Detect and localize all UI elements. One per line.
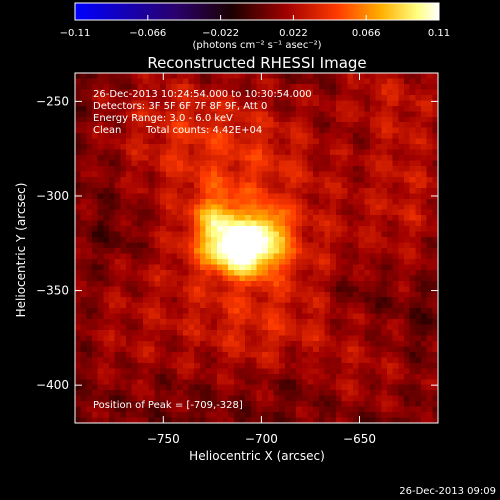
colorbar-tick-label: 0.066 xyxy=(352,28,381,39)
colorbar-tick-label: −0.066 xyxy=(129,28,166,39)
colorbar-frame xyxy=(74,2,440,21)
colorbar-ticks: −0.11 −0.066 −0.022 0.022 0.066 0.11 xyxy=(60,15,450,39)
y-tick-label: −350 xyxy=(36,284,69,298)
y-tick-label: −250 xyxy=(36,94,69,108)
colorbar-tick-label: −0.022 xyxy=(202,28,239,39)
plot-frame xyxy=(74,72,439,424)
image-panel: −750 −700 −650 −250 −300 −350 −400 xyxy=(36,72,439,446)
x-axis-ticks: −750 −700 −650 xyxy=(147,73,376,446)
y-axis-label: Heliocentric Y (arcsec) xyxy=(14,183,28,318)
heatmap-image xyxy=(75,73,438,423)
x-tick-label: −650 xyxy=(343,432,376,446)
colorbar-tick-label: −0.11 xyxy=(60,28,91,39)
x-tick-label: −750 xyxy=(147,432,180,446)
colorbar: −0.11 −0.066 −0.022 0.022 0.066 0.11 (photons… xyxy=(60,2,450,51)
annotation-clean: Clean xyxy=(93,125,121,136)
footer-timestamp: 26-Dec-2013 09:09 xyxy=(399,486,496,497)
colorbar-gradient xyxy=(75,3,439,20)
y-tick-label: −300 xyxy=(36,189,69,203)
colorbar-tick-label: 0.022 xyxy=(279,28,308,39)
annotation-time-range: 26-Dec-2013 10:24:54.000 to 10:30:54.000 xyxy=(93,89,312,100)
y-axis-ticks: −250 −300 −350 −400 xyxy=(36,94,438,392)
annotation-energy-range: Energy Range: 3.0 - 6.0 keV xyxy=(93,113,233,124)
chart-title: Reconstructed RHESSI Image xyxy=(147,54,366,72)
x-axis-label: Heliocentric X (arcsec) xyxy=(189,449,325,463)
peak-position-label: Position of Peak = [-709,-328] xyxy=(93,400,243,411)
colorbar-tick-label: 0.11 xyxy=(428,28,450,39)
annotation-total-counts: Total counts: 4.42E+04 xyxy=(145,125,262,136)
x-tick-label: −700 xyxy=(245,432,278,446)
annotations: 26-Dec-2013 10:24:54.000 to 10:30:54.000… xyxy=(93,89,312,411)
y-tick-label: −400 xyxy=(36,378,69,392)
colorbar-units: (photons cm⁻² s⁻¹ asec⁻²) xyxy=(192,40,321,51)
annotation-detectors: Detectors: 3F 5F 6F 7F 8F 9F, Att 0 xyxy=(93,101,267,112)
